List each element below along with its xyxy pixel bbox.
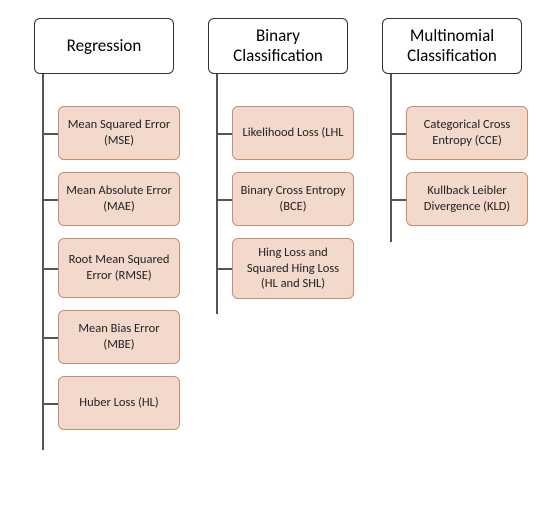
tree-branch: Mean Bias Error (MBE) bbox=[42, 310, 180, 364]
item-bce: Binary Cross Entropy (BCE) bbox=[232, 172, 354, 226]
item-kld: Kullback Leibler Divergence (KLD) bbox=[406, 172, 528, 226]
tree-branch: Mean Absolute Error (MAE) bbox=[42, 172, 180, 226]
children-binary: Likelihood Loss (LHL Binary Cross Entrop… bbox=[202, 74, 354, 299]
item-rmse: Root Mean Squared Error (RMSE) bbox=[58, 238, 180, 298]
item-hl: Huber Loss (HL) bbox=[58, 376, 180, 430]
item-mae: Mean Absolute Error (MAE) bbox=[58, 172, 180, 226]
tree-branch: Binary Cross Entropy (BCE) bbox=[216, 172, 354, 226]
tree-branch: Categorical Cross Entropy (CCE) bbox=[390, 106, 528, 160]
item-cce: Categorical Cross Entropy (CCE) bbox=[406, 106, 528, 160]
column-binary: Binary Classification Likelihood Loss (L… bbox=[202, 18, 354, 299]
item-mse: Mean Squared Error (MSE) bbox=[58, 106, 180, 160]
diagram-root: Regression Mean Squared Error (MSE) Mean… bbox=[28, 18, 527, 430]
item-mbe: Mean Bias Error (MBE) bbox=[58, 310, 180, 364]
children-regression: Mean Squared Error (MSE) Mean Absolute E… bbox=[28, 74, 180, 430]
item-hinge: Hing Loss and Squared Hing Loss (HL and … bbox=[232, 238, 354, 299]
header-binary: Binary Classification bbox=[208, 18, 348, 74]
tree-branch: Huber Loss (HL) bbox=[42, 376, 180, 430]
children-multinomial: Categorical Cross Entropy (CCE) Kullback… bbox=[376, 74, 528, 226]
column-multinomial: Multinomial Classification Categorical C… bbox=[376, 18, 528, 226]
tree-branch: Likelihood Loss (LHL bbox=[216, 106, 354, 160]
tree-branch: Hing Loss and Squared Hing Loss (HL and … bbox=[216, 238, 354, 299]
tree-branch: Kullback Leibler Divergence (KLD) bbox=[390, 172, 528, 226]
tree-branch: Root Mean Squared Error (RMSE) bbox=[42, 238, 180, 298]
item-lhl: Likelihood Loss (LHL bbox=[232, 106, 354, 160]
tree-branch: Mean Squared Error (MSE) bbox=[42, 106, 180, 160]
header-regression: Regression bbox=[34, 18, 174, 74]
header-multinomial: Multinomial Classification bbox=[382, 18, 522, 74]
column-regression: Regression Mean Squared Error (MSE) Mean… bbox=[28, 18, 180, 430]
